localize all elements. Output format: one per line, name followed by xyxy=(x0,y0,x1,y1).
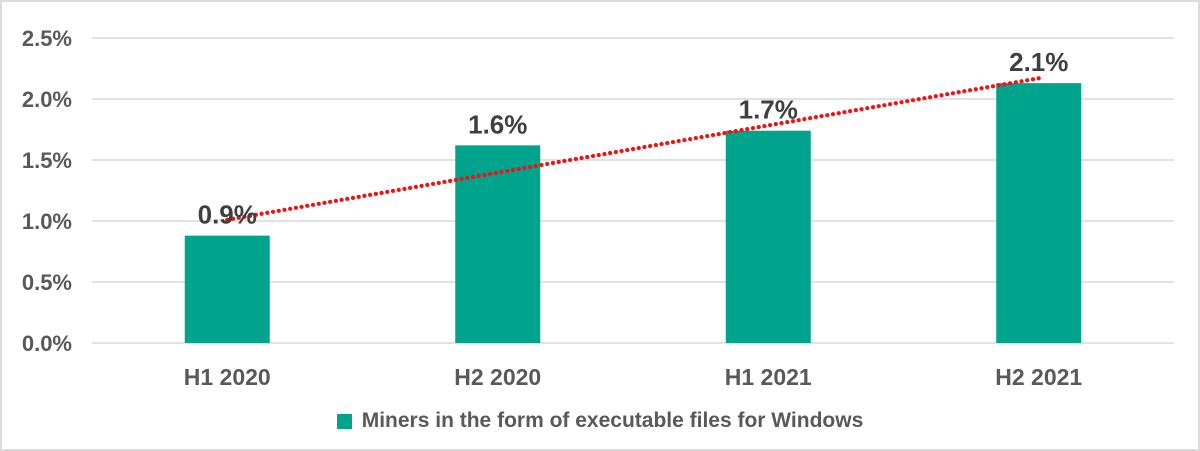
x-axis-label: H2 2021 xyxy=(995,364,1082,390)
x-axis-label: H1 2020 xyxy=(184,364,271,390)
y-tick-label: 1.5% xyxy=(22,148,72,173)
bar-h2-2021 xyxy=(996,83,1082,343)
x-axis-label: H2 2020 xyxy=(454,364,541,390)
bar-value-label: 2.1% xyxy=(1009,47,1068,77)
bar-value-label: 1.7% xyxy=(739,95,798,125)
legend: Miners in the form of executable files f… xyxy=(2,406,1198,436)
bar-value-label: 1.6% xyxy=(468,109,527,139)
bar-value-label: 0.9% xyxy=(198,200,257,230)
bar-h1-2021 xyxy=(725,130,811,343)
y-tick-label: 0.5% xyxy=(22,270,72,295)
legend-swatch-icon xyxy=(336,413,352,429)
bar-h2-2020 xyxy=(455,145,541,343)
legend-label: Miners in the form of executable files f… xyxy=(361,409,864,432)
bar-h1-2020 xyxy=(184,235,270,343)
y-tick-label: 0.0% xyxy=(22,331,72,356)
y-tick-label: 2.5% xyxy=(22,26,72,51)
trendline xyxy=(225,76,1041,222)
y-tick-label: 1.0% xyxy=(22,209,72,234)
x-axis-label: H1 2021 xyxy=(725,364,812,390)
y-tick-label: 2.0% xyxy=(22,87,72,112)
